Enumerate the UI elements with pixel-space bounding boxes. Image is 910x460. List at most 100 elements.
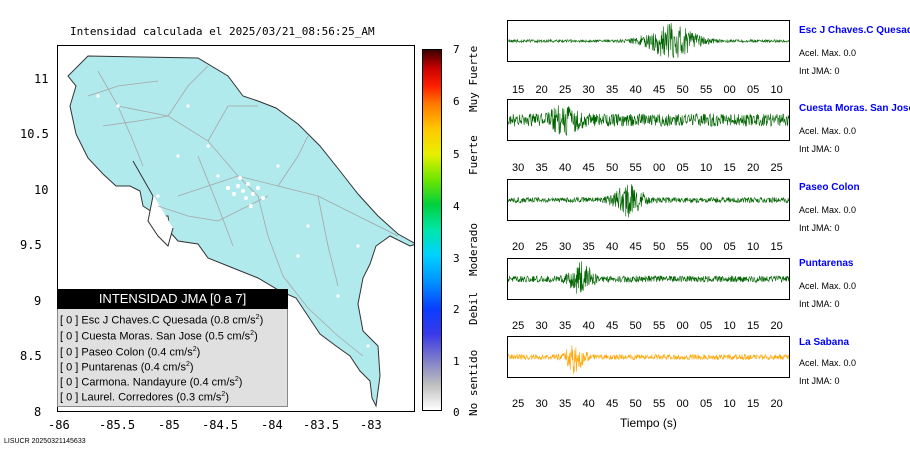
- waveform-tick-label: 20: [512, 241, 525, 253]
- waveform-tick-label: 30: [535, 398, 548, 410]
- waveform-tick-label: 45: [629, 241, 642, 253]
- station-name: Esc J Chaves.C Quesada: [799, 25, 910, 36]
- colorbar-tick: 7: [453, 43, 460, 56]
- colorbar-tick: 3: [453, 252, 460, 265]
- colorbar-tick: 0: [453, 406, 460, 419]
- waveform-tick-label: 10: [723, 398, 736, 410]
- waveform-tick-label: 45: [653, 84, 666, 96]
- waveform-tick-label: 55: [676, 241, 689, 253]
- legend-unit-exp: 2: [250, 330, 255, 337]
- costa-rica-land: [67, 55, 414, 408]
- waveform-tick-label: 50: [606, 162, 619, 174]
- waveform-tick-label: 15: [723, 162, 736, 174]
- waveform-tick-label: 25: [559, 84, 572, 96]
- map-y-tick: 10.5: [20, 127, 49, 141]
- waveform-trace: [507, 261, 790, 294]
- legend-header: INTENSIDAD JMA [0 a 7]: [57, 289, 288, 309]
- map-x-tick: -85.5: [99, 418, 136, 432]
- waveform-tick-label: 40: [582, 398, 595, 410]
- road-network: [87, 65, 399, 357]
- map-y-tick: 8.5: [20, 349, 42, 363]
- legend-accel: (0.4 cm/s: [140, 361, 186, 374]
- legend-intensity: [ 0 ]: [60, 330, 79, 343]
- station-intensity: Int JMA: 0: [799, 376, 840, 386]
- waveform-tick-label: 50: [653, 241, 666, 253]
- legend-station: Esc J Chaves.C Quesada: [81, 314, 208, 327]
- station-name: La Sabana: [799, 337, 850, 348]
- waveform-tick-label: 50: [629, 398, 642, 410]
- waveform-tick-label: 20: [747, 162, 760, 174]
- waveform-tick-label: 35: [559, 398, 572, 410]
- waveform-tick-label: 45: [606, 398, 619, 410]
- waveform-tick-label: 00: [723, 84, 736, 96]
- legend-station: Paseo Colon: [81, 346, 145, 359]
- waveform-tick-label: 30: [582, 84, 595, 96]
- station-dots: [96, 94, 370, 348]
- legend-row: [ 0 ] Cuesta Moras. San Jose (0.5 cm/s2): [60, 330, 258, 343]
- map-y-tick: 9.5: [20, 238, 42, 252]
- waveform-tick-label: 55: [653, 398, 666, 410]
- station-accel: Acel. Max. 0.0: [799, 205, 857, 215]
- intensity-colorbar: [422, 49, 442, 411]
- map-x-tick: -86: [48, 418, 70, 432]
- waveform-tick-label: 20: [770, 398, 783, 410]
- waveform-tick-label: 10: [747, 241, 760, 253]
- waveform-tick-label: 35: [582, 241, 595, 253]
- waveform-line: [507, 184, 790, 218]
- waveform-trace: [507, 184, 790, 218]
- waveform-tick-label: 35: [559, 320, 572, 332]
- colorbar-tick: 6: [453, 95, 460, 108]
- legend-station: Puntarenas: [81, 361, 138, 374]
- legend-accel: (0.4 cm/s: [189, 376, 235, 389]
- waveform-line: [507, 345, 790, 374]
- waveform-tick-label: 55: [700, 84, 713, 96]
- legend-intensity: [ 0 ]: [60, 376, 79, 389]
- waveform-tick-label: 30: [535, 320, 548, 332]
- waveform-tick-label: 30: [559, 241, 572, 253]
- legend-row: [ 0 ] Laurel. Corredores (0.3 cm/s2): [60, 391, 229, 404]
- waveform-tick-label: 55: [653, 320, 666, 332]
- waveform-tick-label: 15: [747, 320, 760, 332]
- map-x-tick: -83.5: [303, 418, 340, 432]
- waveform-panel: [507, 99, 790, 141]
- legend-unit-exp: 2: [221, 391, 226, 398]
- waveform-tick-label: 30: [512, 162, 525, 174]
- waveform-tick-label: 35: [606, 84, 619, 96]
- colorbar-label: Fuerte: [467, 135, 480, 175]
- legend-accel: (0.5 cm/s: [204, 330, 251, 343]
- legend-row: [ 0 ] Carmona. Nandayure (0.4 cm/s2): [60, 376, 242, 389]
- waveform-tick-label: 40: [559, 162, 572, 174]
- waveform-tick-label: 25: [770, 162, 783, 174]
- legend-paren: ): [254, 330, 258, 343]
- waveform-tick-label: 50: [629, 320, 642, 332]
- legend-station: Cuesta Moras. San Jose: [81, 330, 202, 343]
- waveform-tick-label: 15: [770, 241, 783, 253]
- station-intensity: Int JMA: 0: [799, 144, 840, 154]
- legend-paren: ): [238, 376, 243, 389]
- legend-accel: (0.3 cm/s: [176, 391, 222, 404]
- waveform-line: [507, 105, 790, 136]
- waveform-tick-label: 55: [629, 162, 642, 174]
- station-accel: Acel. Max. 0.0: [799, 48, 857, 58]
- colorbar-label: Debil: [467, 291, 480, 325]
- colorbar-label: Muy Fuerte: [467, 45, 480, 112]
- legend-paren: ): [196, 346, 201, 359]
- map-x-tick: -84: [261, 418, 283, 432]
- waveform-tick-label: 40: [629, 84, 642, 96]
- waveform-tick-label: 40: [582, 320, 595, 332]
- legend-unit-exp: 2: [192, 346, 197, 353]
- colorbar-tick: 5: [453, 148, 460, 161]
- waveform-tick-label: 45: [582, 162, 595, 174]
- waveform-tick-label: 00: [653, 162, 666, 174]
- waveform-panel: [507, 179, 790, 221]
- waveform-tick-label: 20: [770, 320, 783, 332]
- waveform-tick-label: 40: [606, 241, 619, 253]
- station-name: Puntarenas: [799, 258, 854, 269]
- legend-unit-exp: 2: [185, 361, 190, 368]
- waveform-tick-label: 05: [676, 162, 689, 174]
- map-y-tick: 11: [34, 72, 49, 86]
- station-name: Paseo Colon: [799, 182, 860, 193]
- station-accel: Acel. Max. 0.0: [799, 358, 857, 368]
- legend-station: Carmona. Nandayure: [81, 376, 187, 389]
- waveform-tick-label: 10: [723, 320, 736, 332]
